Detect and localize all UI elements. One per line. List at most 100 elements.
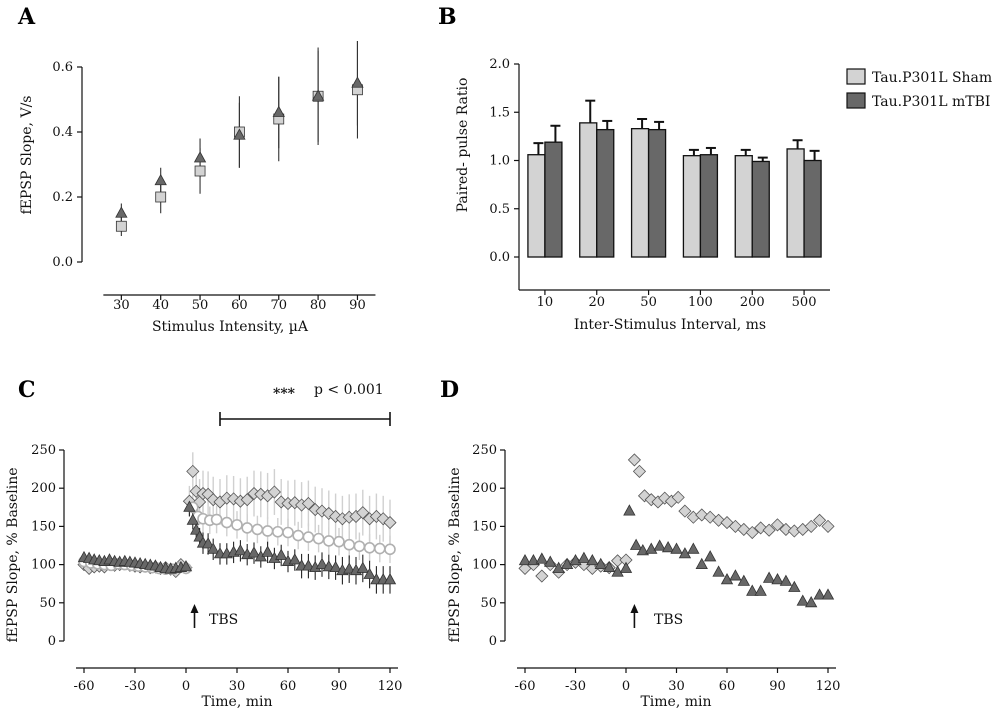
panel-b-bar-sham: [579, 122, 598, 258]
panel-d-point-diamond: [627, 453, 641, 467]
panel-a-point-triangle: [272, 105, 285, 117]
panel-d-chart: fEPSP Slope, % Baseline Time, min TBS 0 5…: [447, 443, 840, 710]
panel-a-y-tick-label: 0.2: [52, 190, 73, 205]
panel-c-point-triangle: [179, 560, 193, 572]
panel-d-point-triangle: [653, 539, 666, 551]
panel-d-point-triangle: [636, 544, 650, 556]
panel-a-point-triangle: [351, 76, 364, 88]
panel-d-point-triangle: [560, 557, 574, 569]
panel-b-x-tick-label: 20: [588, 295, 605, 310]
panel-b-y-tick-label: 2.0: [489, 57, 510, 72]
panel-b-x-tick-label: 500: [792, 295, 817, 310]
panel-c-point-triangle: [186, 513, 199, 525]
panel-a-point-square: [155, 191, 167, 203]
panel-c-y-tick-label: 200: [31, 481, 56, 496]
panel-a-y-tick-label: 0.0: [52, 255, 73, 270]
panel-b-x-tick-label: 200: [740, 295, 765, 310]
panel-c-point-triangle: [247, 546, 261, 558]
panel-c-chart: fEPSP Slope, % Baseline Time, min TBS **…: [5, 382, 402, 710]
panel-b-x-tick-label: 10: [537, 295, 554, 310]
panel-c-point-open-circle: [312, 532, 325, 545]
panel-d-point-triangle: [821, 588, 835, 600]
panel-c-point-diamond: [267, 485, 281, 499]
panel-d-x-tick-label: 0: [622, 679, 630, 694]
panel-d-y-tick-label: 200: [472, 481, 497, 496]
panel-c-x-tick-label: 30: [229, 679, 246, 694]
panel-b-bar-mtbi: [596, 128, 615, 258]
panel-c-point-open-circle: [221, 516, 233, 529]
panel-c-point-diamond: [301, 496, 315, 511]
panel-c-point-open-circle: [322, 535, 335, 547]
panel-c-x-tick-label: 90: [331, 679, 348, 694]
panel-d-xlabel: Time, min: [640, 694, 711, 710]
panel-b-bar-sham: [527, 154, 546, 258]
panel-c-point-triangle: [383, 573, 397, 585]
panel-a-y-tick-label: 0.6: [52, 60, 73, 75]
panel-c-point-triangle: [329, 560, 342, 573]
panel-d-point-triangle: [813, 588, 826, 600]
panel-b-bar-mtbi: [751, 160, 770, 258]
panel-d-point-triangle: [687, 542, 700, 554]
panel-letter-a: A: [17, 4, 36, 30]
panel-a-point-triangle: [233, 128, 246, 140]
panel-a-point-triangle: [311, 89, 325, 101]
panel-c-point-triangle: [363, 567, 376, 579]
panel-a-x-tick-label: 70: [270, 298, 287, 313]
panel-c-point-open-circle: [353, 540, 366, 553]
panel-a-point-square: [115, 220, 127, 232]
panel-c-point-triangle: [288, 553, 301, 565]
panel-d-point-triangle: [629, 538, 643, 550]
panel-c-point-open-circle: [302, 531, 315, 543]
panel-c-point-triangle: [183, 500, 196, 512]
panel-c-point-triangle: [275, 548, 288, 560]
panel-a-point-triangle: [115, 206, 128, 218]
panel-d-y-tick-label: 150: [472, 519, 497, 534]
panel-c-point-triangle: [356, 561, 369, 573]
panel-c-x-tick-label: 60: [280, 679, 297, 694]
panel-c-point-diamond: [186, 464, 200, 478]
panel-a-x-tick-label: 40: [152, 298, 169, 313]
panel-d-x-tick-label: 120: [816, 679, 841, 694]
panel-d-point-diamond: [821, 519, 835, 533]
panel-d-y-tick-label: 50: [480, 596, 497, 611]
panel-d-tbs-arrowhead: [630, 604, 639, 613]
panel-d-point-triangle: [602, 560, 616, 573]
panel-c-point-triangle: [315, 557, 329, 569]
panel-d-point-triangle: [695, 557, 708, 569]
panel-c-x-tick-label: 120: [378, 679, 403, 694]
legend-swatch-sham: [846, 68, 866, 85]
panel-d-point-triangle: [535, 552, 549, 564]
panel-c-point-open-circle: [292, 529, 305, 542]
panel-d-point-triangle: [804, 595, 818, 608]
panel-d-point-diamond: [632, 464, 647, 478]
panel-d-point-triangle: [518, 553, 532, 566]
panel-d-point-diamond: [671, 490, 685, 504]
panel-c-point-open-circle: [271, 525, 284, 538]
panel-d-point-triangle: [746, 584, 759, 596]
panel-b-y-tick-label: 0.0: [489, 250, 510, 265]
panel-d-point-diamond: [678, 504, 692, 518]
panel-a-x-tick-label: 90: [349, 298, 366, 313]
panel-a-point-triangle: [154, 173, 167, 186]
panel-b-xlabel: Inter-Stimulus Interval, ms: [574, 317, 766, 333]
panel-c-point-open-circle: [251, 523, 264, 536]
panel-d-point-triangle: [670, 542, 683, 554]
panel-d-y-tick-label: 100: [472, 558, 497, 573]
panel-c-y-tick-label: 0: [48, 634, 56, 649]
panel-d-point-triangle: [703, 550, 717, 562]
panel-c-point-diamond: [383, 516, 397, 530]
panel-c-point-diamond: [240, 493, 254, 507]
panel-d-point-triangle: [527, 553, 540, 566]
panel-d-point-triangle: [552, 561, 565, 573]
panel-b-y-tick-label: 0.5: [489, 202, 510, 217]
panel-d-point-diamond: [779, 522, 793, 537]
panel-d-y-tick-label: 0: [489, 634, 497, 649]
panel-d-point-triangle: [779, 574, 793, 586]
panel-d-point-triangle: [586, 553, 599, 566]
panel-b-chart: Paired- pulse Ratio Inter-Stimulus Inter…: [455, 57, 992, 333]
panel-d-point-triangle: [788, 580, 801, 592]
panel-a-xlabel: Stimulus Intensity, µA: [152, 319, 309, 335]
panel-c-y-tick-label: 250: [31, 443, 56, 458]
panel-b-y-tick-label: 1.0: [489, 154, 510, 169]
panel-b-bar-sham: [682, 155, 702, 258]
